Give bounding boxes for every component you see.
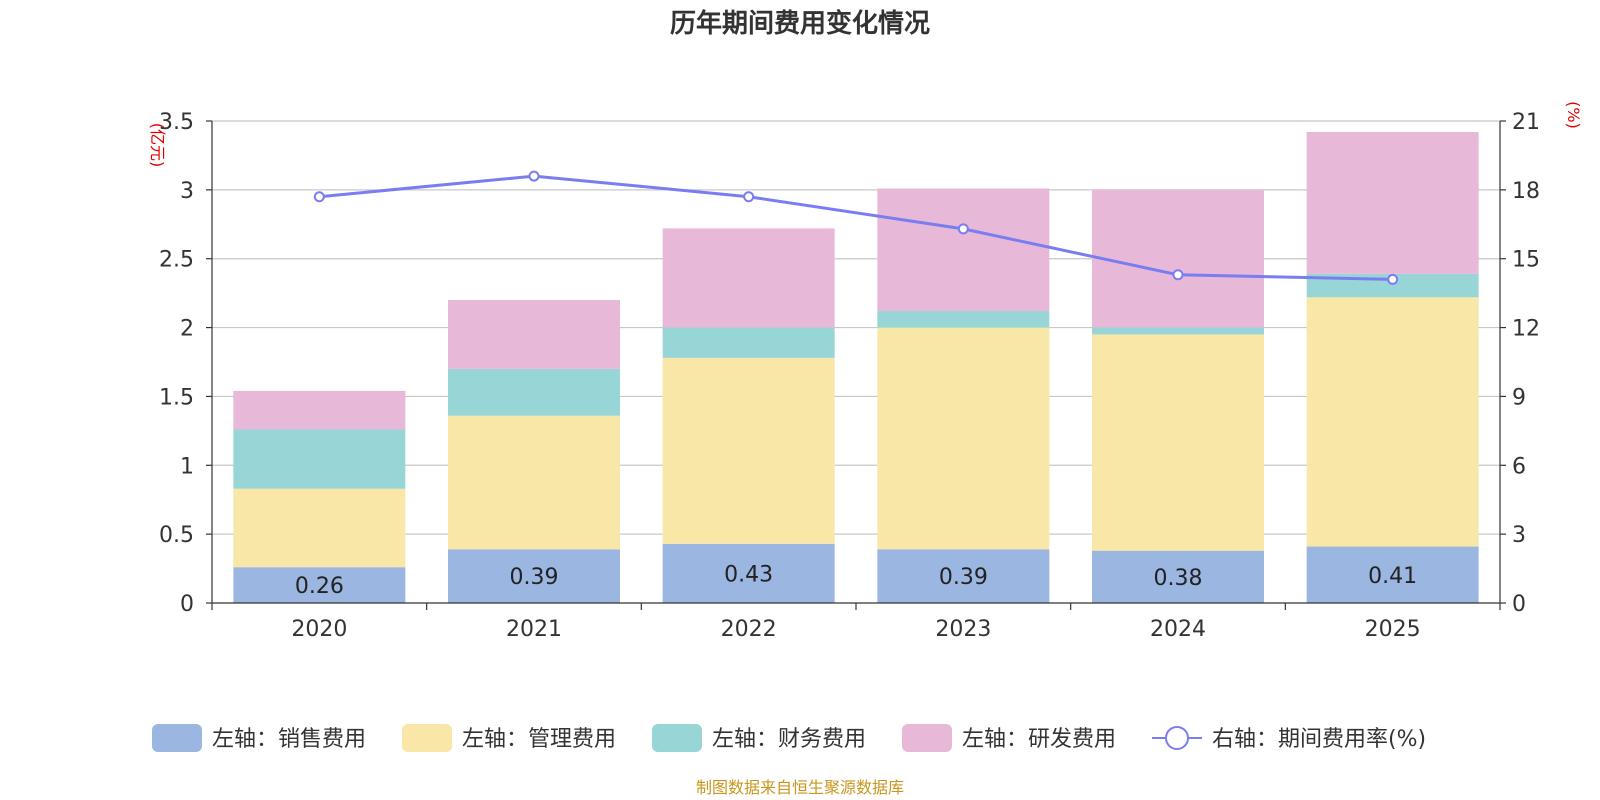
left-tick-label: 1 [180, 454, 194, 479]
legend-item-3[interactable]: 左轴：财务费用 [652, 724, 866, 752]
left-tick-label: 3.5 [159, 110, 194, 135]
bar-segment-2 [233, 488, 406, 568]
right-tick-label: 18 [1512, 179, 1540, 204]
rate-line-path [319, 174, 1393, 281]
left-tick-label: 0 [180, 592, 194, 617]
bar-segment-4 [448, 300, 620, 369]
bar-segment-1 [1092, 550, 1264, 603]
right-tick-label: 0 [1512, 592, 1526, 617]
right-axis-unit: (%) [1564, 101, 1583, 129]
bar-segment-3 [1092, 327, 1264, 335]
x-tick-label: 2022 [721, 617, 777, 642]
rate-point [743, 191, 755, 203]
x-tick-label: 2025 [1365, 617, 1421, 642]
right-tick-label: 6 [1512, 454, 1526, 479]
right-tick-label: 21 [1512, 110, 1540, 135]
left-tick-label: 3 [180, 179, 194, 204]
bar-data-label: 0.41 [1368, 564, 1417, 589]
left-tick-label: 0.5 [159, 523, 194, 548]
legend-item-2[interactable]: 左轴：管理费用 [402, 724, 616, 752]
legend-marker [1165, 726, 1189, 750]
tick-labels: 0 0 0.5 3 1 6 1.5 9 2 12 2.5 15 3 18 3.5 21 2020 2021 2022… [159, 110, 1540, 642]
right-tick-label: 9 [1512, 385, 1526, 410]
bar-data-label: 0.39 [510, 565, 559, 590]
legend: 左轴：销售费用 左轴：管理费用 左轴：财务费用 左轴：研发费用 右轴：期间费用率(%) [152, 724, 1426, 752]
bar-segment-1 [1306, 546, 1479, 603]
rate-point [1172, 269, 1184, 281]
legend-swatch [652, 724, 702, 752]
x-tick-label: 2021 [506, 617, 562, 642]
legend-swatch [152, 724, 202, 752]
legend-label: 左轴：财务费用 [712, 727, 866, 752]
legend-swatch [402, 724, 452, 752]
axes [206, 120, 1506, 610]
rate-point [528, 170, 540, 182]
source-note: 制图数据来自恒生聚源数据库 [696, 778, 904, 797]
bar-segment-1 [877, 549, 1050, 603]
bar-data-label: 0.26 [295, 574, 344, 599]
bar-segment-1 [233, 567, 406, 603]
bar-segment-2 [877, 327, 1050, 550]
bars [233, 132, 1479, 603]
bar-data-label: 0.38 [1154, 566, 1203, 591]
legend-label: 左轴：研发费用 [962, 727, 1116, 752]
left-tick-label: 2 [180, 317, 194, 342]
bar-segment-1 [662, 543, 835, 603]
left-tick-label: 1.5 [159, 385, 194, 410]
bar-data-label: 0.39 [939, 565, 988, 590]
bar-segment-2 [448, 415, 620, 550]
rate-point [1387, 273, 1399, 285]
rate-line [313, 170, 1399, 285]
bar-segment-3 [233, 429, 406, 489]
bar-segment-4 [662, 228, 835, 328]
bar-segment-2 [662, 357, 835, 544]
right-tick-label: 3 [1512, 523, 1526, 548]
legend-item-1[interactable]: 左轴：销售费用 [152, 724, 366, 752]
bar-segment-4 [233, 390, 406, 430]
bar-segment-4 [877, 188, 1050, 312]
legend-swatch [902, 724, 952, 752]
bar-segment-2 [1306, 297, 1479, 547]
bar-data-label: 0.43 [724, 562, 773, 587]
bar-segment-3 [877, 311, 1050, 328]
bar-segment-1 [448, 549, 620, 603]
rate-point [313, 191, 325, 203]
bar-segment-4 [1306, 132, 1479, 274]
right-tick-label: 12 [1512, 317, 1540, 342]
legend-item-4[interactable]: 左轴：研发费用 [902, 724, 1116, 752]
bar-segment-3 [662, 327, 835, 358]
legend-item-5[interactable]: 右轴：期间费用率(%) [1152, 726, 1426, 752]
gridlines [212, 120, 1500, 535]
bar-segment-4 [1092, 189, 1264, 328]
rate-point [957, 223, 969, 235]
bar-data-labels: 0.26 0.39 0.43 0.39 0.38 0.41 [295, 562, 1417, 599]
legend-label: 右轴：期间费用率(%) [1212, 727, 1426, 752]
x-tick-label: 2020 [291, 617, 347, 642]
legend-label: 左轴：管理费用 [462, 727, 616, 752]
left-tick-label: 2.5 [159, 248, 194, 273]
x-tick-label: 2024 [1150, 617, 1206, 642]
legend-label: 左轴：销售费用 [212, 727, 366, 752]
left-axis-unit: (亿元) [148, 123, 167, 168]
bar-segment-3 [448, 368, 620, 416]
chart-title: 历年期间费用变化情况 [670, 8, 930, 39]
right-tick-label: 15 [1512, 248, 1540, 273]
bar-segment-2 [1092, 334, 1264, 551]
x-tick-label: 2023 [935, 617, 991, 642]
